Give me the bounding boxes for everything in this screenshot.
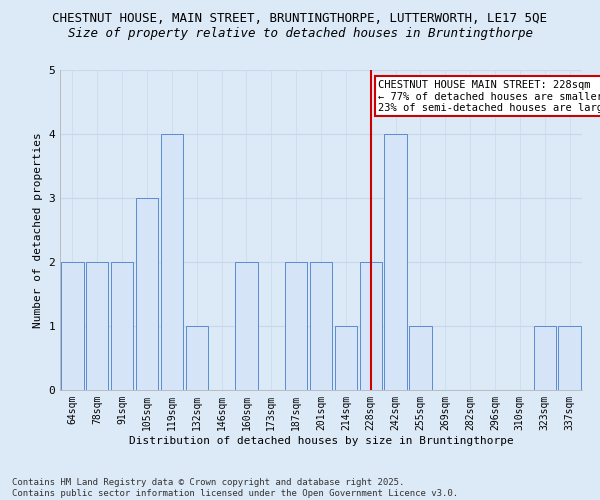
Bar [111, 262, 133, 390]
Bar [559, 326, 581, 390]
Bar [161, 134, 183, 390]
Text: Contains HM Land Registry data © Crown copyright and database right 2025.
Contai: Contains HM Land Registry data © Crown c… [12, 478, 458, 498]
Bar [533, 326, 556, 390]
Bar [285, 262, 307, 390]
Bar [409, 326, 431, 390]
Y-axis label: Number of detached properties: Number of detached properties [33, 132, 43, 328]
Bar [310, 262, 332, 390]
Bar [359, 262, 382, 390]
Text: CHESTNUT HOUSE, MAIN STREET, BRUNTINGTHORPE, LUTTERWORTH, LE17 5QE: CHESTNUT HOUSE, MAIN STREET, BRUNTINGTHO… [53, 12, 548, 26]
Text: CHESTNUT HOUSE MAIN STREET: 228sqm
← 77% of detached houses are smaller (20)
23%: CHESTNUT HOUSE MAIN STREET: 228sqm ← 77%… [378, 80, 600, 113]
Bar [385, 134, 407, 390]
Bar [235, 262, 257, 390]
Bar [335, 326, 357, 390]
Bar [136, 198, 158, 390]
Text: Size of property relative to detached houses in Bruntingthorpe: Size of property relative to detached ho… [67, 28, 533, 40]
Bar [185, 326, 208, 390]
X-axis label: Distribution of detached houses by size in Bruntingthorpe: Distribution of detached houses by size … [128, 436, 514, 446]
Bar [86, 262, 109, 390]
Bar [61, 262, 83, 390]
